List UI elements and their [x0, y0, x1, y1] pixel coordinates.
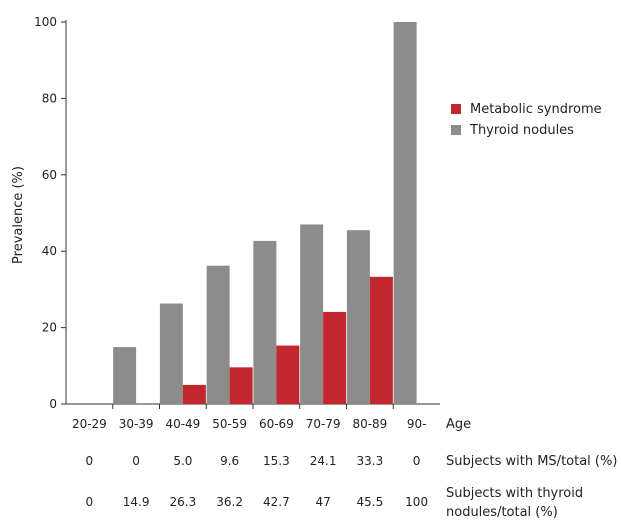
x-tick-label: 40-49	[165, 417, 200, 431]
table-cell: 26.3	[170, 495, 197, 509]
legend-swatch	[451, 125, 461, 135]
y-axis-title: Prevalence (%)	[11, 166, 26, 264]
table-cell: 14.9	[123, 495, 150, 509]
bar-thyroid-nodules	[253, 240, 277, 404]
bar-metabolic-syndrome	[182, 384, 206, 404]
y-tick-label: 20	[42, 321, 57, 335]
table-cell: 15.3	[263, 454, 290, 468]
table-cell: 0	[86, 495, 94, 509]
legend-swatch	[451, 104, 461, 114]
x-tick-label: 30-39	[119, 417, 154, 431]
bar-thyroid-nodules	[393, 22, 417, 404]
legend-label: Thyroid nodules	[469, 123, 574, 138]
table-row-label: Subjects with thyroid	[446, 486, 583, 501]
table-row-label: nodules/total (%)	[446, 505, 558, 520]
table-cell: 45.5	[357, 495, 384, 509]
bar-metabolic-syndrome	[369, 276, 393, 404]
y-tick-label: 0	[49, 397, 57, 411]
table-cell: 42.7	[263, 495, 290, 509]
table-cell: 100	[405, 495, 428, 509]
data-table: 0 0 5.0 9.6 15.3 24.1 33.3 0 Subjects with MS/to…	[86, 454, 618, 520]
x-tick-label: 80-89	[352, 417, 387, 431]
table-cell: 24.1	[310, 454, 337, 468]
table-cell: 0	[413, 454, 421, 468]
bar-thyroid-nodules	[300, 224, 324, 404]
y-tick-label: 100	[34, 15, 57, 29]
bar-thyroid-nodules	[159, 303, 183, 404]
bars	[113, 22, 417, 404]
table-cell: 5.0	[173, 454, 192, 468]
table-cell: 33.3	[357, 454, 384, 468]
bar-metabolic-syndrome	[229, 367, 253, 404]
legend: Metabolic syndrome Thyroid nodules	[451, 102, 602, 138]
table-row-label: Subjects with MS/total (%)	[446, 454, 617, 469]
table-cell: 0	[132, 454, 140, 468]
bar-metabolic-syndrome	[276, 345, 300, 404]
x-tick-label: 60-69	[259, 417, 294, 431]
bar-thyroid-nodules	[346, 230, 370, 404]
bar-thyroid-nodules	[206, 265, 230, 404]
table-cell: 47	[315, 495, 330, 509]
x-tick-label: 20-29	[72, 417, 107, 431]
x-axis-title: Age	[446, 417, 471, 432]
axes: 0 20 40 60 80 100 20-29 30-39 40-49 50-59 60-69 70-…	[34, 15, 440, 431]
x-tick-label: 70-79	[306, 417, 341, 431]
y-tick-label: 40	[42, 244, 57, 258]
y-tick-label: 80	[42, 91, 57, 105]
legend-label: Metabolic syndrome	[470, 102, 602, 117]
x-tick-label: 50-59	[212, 417, 247, 431]
bar-metabolic-syndrome	[323, 311, 347, 404]
bar-thyroid-nodules	[113, 347, 137, 404]
table-cell: 9.6	[220, 454, 239, 468]
y-tick-label: 60	[42, 168, 57, 182]
table-cell: 36.2	[216, 495, 243, 509]
table-cell: 0	[86, 454, 94, 468]
x-tick-label: 90-	[407, 417, 427, 431]
